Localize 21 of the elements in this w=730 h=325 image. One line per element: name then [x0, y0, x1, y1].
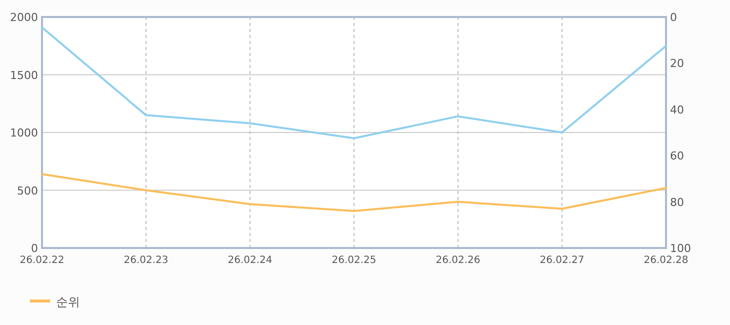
y2-tick-label: 80	[670, 196, 684, 209]
x-tick-label: 26.02.22	[20, 255, 64, 266]
y-tick-label: 1000	[10, 126, 38, 140]
y2-tick-label: 100	[670, 242, 691, 255]
y2-tick-label: 0	[670, 11, 677, 24]
line-series	[41, 173, 667, 212]
y2-tick-label: 40	[670, 103, 684, 116]
x-tick-label: 26.02.28	[644, 255, 688, 266]
y2-tick-label: 20	[670, 57, 684, 70]
x-tick-label: 26.02.26	[436, 255, 480, 266]
line-series	[41, 26, 667, 140]
y-tick-label: 1500	[10, 68, 38, 82]
y2-tick-label: 60	[670, 150, 684, 163]
legend-label: 순위	[56, 295, 80, 309]
x-tick-label: 26.02.23	[124, 255, 168, 266]
y-tick-label: 2000	[10, 11, 38, 24]
y-tick-label: 0	[31, 242, 38, 255]
x-tick-label: 26.02.27	[540, 255, 584, 266]
x-tick-label: 26.02.24	[228, 255, 272, 266]
y-tick-label: 500	[17, 184, 38, 198]
x-tick-label: 26.02.25	[332, 255, 376, 266]
